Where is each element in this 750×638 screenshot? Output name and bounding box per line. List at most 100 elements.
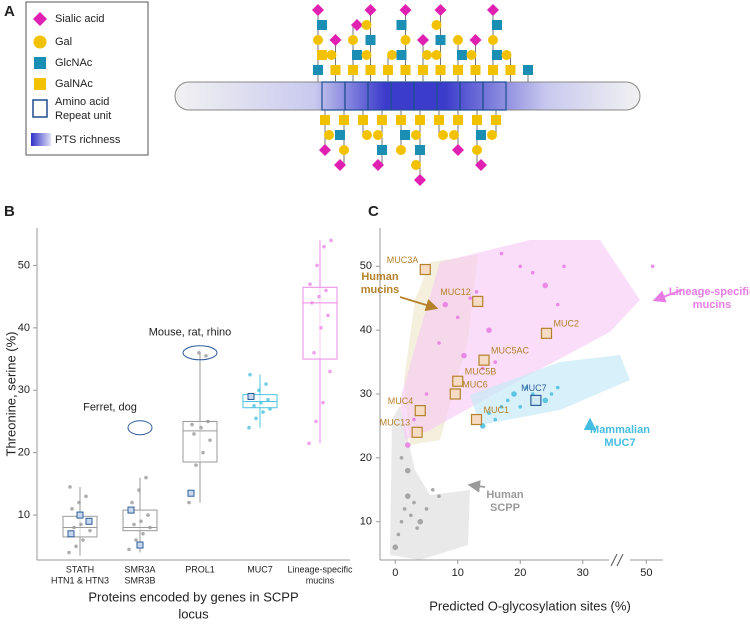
legend-text: GalNAc <box>55 78 93 90</box>
y-tick-label: 40 <box>18 322 30 334</box>
mucin-label: MUC1 <box>484 405 510 415</box>
point <box>264 382 268 386</box>
x-tick-label: MUC7 <box>247 564 273 574</box>
gal <box>387 50 397 60</box>
point <box>412 500 416 505</box>
sialic-acid <box>469 34 482 46</box>
point <box>137 488 141 492</box>
icon <box>34 78 46 90</box>
galnac <box>365 65 376 75</box>
glcnac <box>352 50 362 60</box>
glycans <box>312 4 533 186</box>
human-point <box>127 506 135 514</box>
x-tick-label: 0 <box>392 567 398 579</box>
x-tick-label: 30 <box>577 567 589 579</box>
galnac <box>320 115 330 125</box>
point <box>81 538 85 542</box>
point <box>257 388 261 393</box>
point <box>412 417 416 422</box>
x-tick-label: 10 <box>452 567 464 579</box>
group-label: Mammalian <box>590 424 650 436</box>
sialic-acid <box>399 4 412 16</box>
point <box>70 507 74 511</box>
point <box>530 270 535 275</box>
glcnac <box>492 20 502 30</box>
point <box>248 372 252 377</box>
x-tick-label: mucins <box>306 575 335 585</box>
gal <box>362 130 372 140</box>
point <box>268 407 272 411</box>
gal <box>339 145 349 155</box>
legend-frame <box>25 1 149 156</box>
icon <box>32 99 48 118</box>
point <box>259 400 263 405</box>
mucin-label: MUC6 <box>462 379 488 389</box>
gal <box>449 130 459 140</box>
sialic-acid <box>319 144 331 156</box>
point <box>442 301 449 308</box>
gal <box>326 50 337 60</box>
point <box>206 419 210 424</box>
point <box>486 327 492 333</box>
mucin-point <box>470 413 483 426</box>
sialic-acid <box>434 4 447 16</box>
panel-label: A <box>4 3 15 20</box>
mucin-label: MUC5AC <box>491 346 530 356</box>
point <box>437 341 441 345</box>
point <box>555 385 560 390</box>
y-tick-label: 20 <box>360 452 372 464</box>
icon <box>33 35 47 49</box>
point <box>141 531 145 536</box>
point <box>308 282 312 286</box>
galnac <box>453 65 463 75</box>
point <box>562 264 566 269</box>
x-tick-label: SMR3A <box>124 564 155 574</box>
point <box>404 493 411 499</box>
y-tick-label: 30 <box>360 388 372 400</box>
point <box>317 294 321 299</box>
sialic-acid <box>329 34 342 46</box>
legend-text: Repeat unit <box>55 110 111 122</box>
point <box>542 397 549 404</box>
sialic-acid <box>417 34 429 46</box>
legend-text: Gal <box>55 36 72 48</box>
point <box>132 522 136 527</box>
galnac <box>396 115 406 125</box>
point <box>499 251 504 256</box>
mucin-label: MUC4 <box>388 396 414 406</box>
point <box>404 467 411 474</box>
mucin-point <box>478 354 490 366</box>
legend-text: PTS richness <box>55 134 121 146</box>
gal <box>348 35 358 45</box>
mucin-point <box>530 394 542 406</box>
galnac <box>358 115 368 125</box>
legend <box>25 1 149 156</box>
gal <box>361 20 372 30</box>
point <box>130 500 134 505</box>
galnac <box>472 115 482 125</box>
gal <box>431 50 442 60</box>
glcnac <box>317 20 327 30</box>
point <box>518 264 523 269</box>
glcnac <box>365 35 376 45</box>
mucin-point <box>449 388 461 400</box>
glcnac <box>400 130 410 140</box>
point <box>518 404 523 409</box>
group-label: Human <box>361 271 399 283</box>
y-tick-label: 50 <box>360 260 372 272</box>
human-point <box>85 517 93 525</box>
arrow <box>467 480 486 493</box>
x-axis-label: locus <box>178 606 209 621</box>
point <box>68 485 72 489</box>
point <box>315 263 319 268</box>
y-axis-label: Threonine, serine (%) <box>3 332 18 457</box>
point <box>326 313 330 318</box>
legend-text: Sialic acid <box>55 13 105 25</box>
point <box>197 351 201 355</box>
group-label: MUC7 <box>604 437 635 449</box>
galnac <box>400 65 411 75</box>
mucin-point <box>540 327 553 339</box>
annotation-ellipse <box>127 420 153 436</box>
point <box>208 438 212 442</box>
point <box>307 441 311 446</box>
